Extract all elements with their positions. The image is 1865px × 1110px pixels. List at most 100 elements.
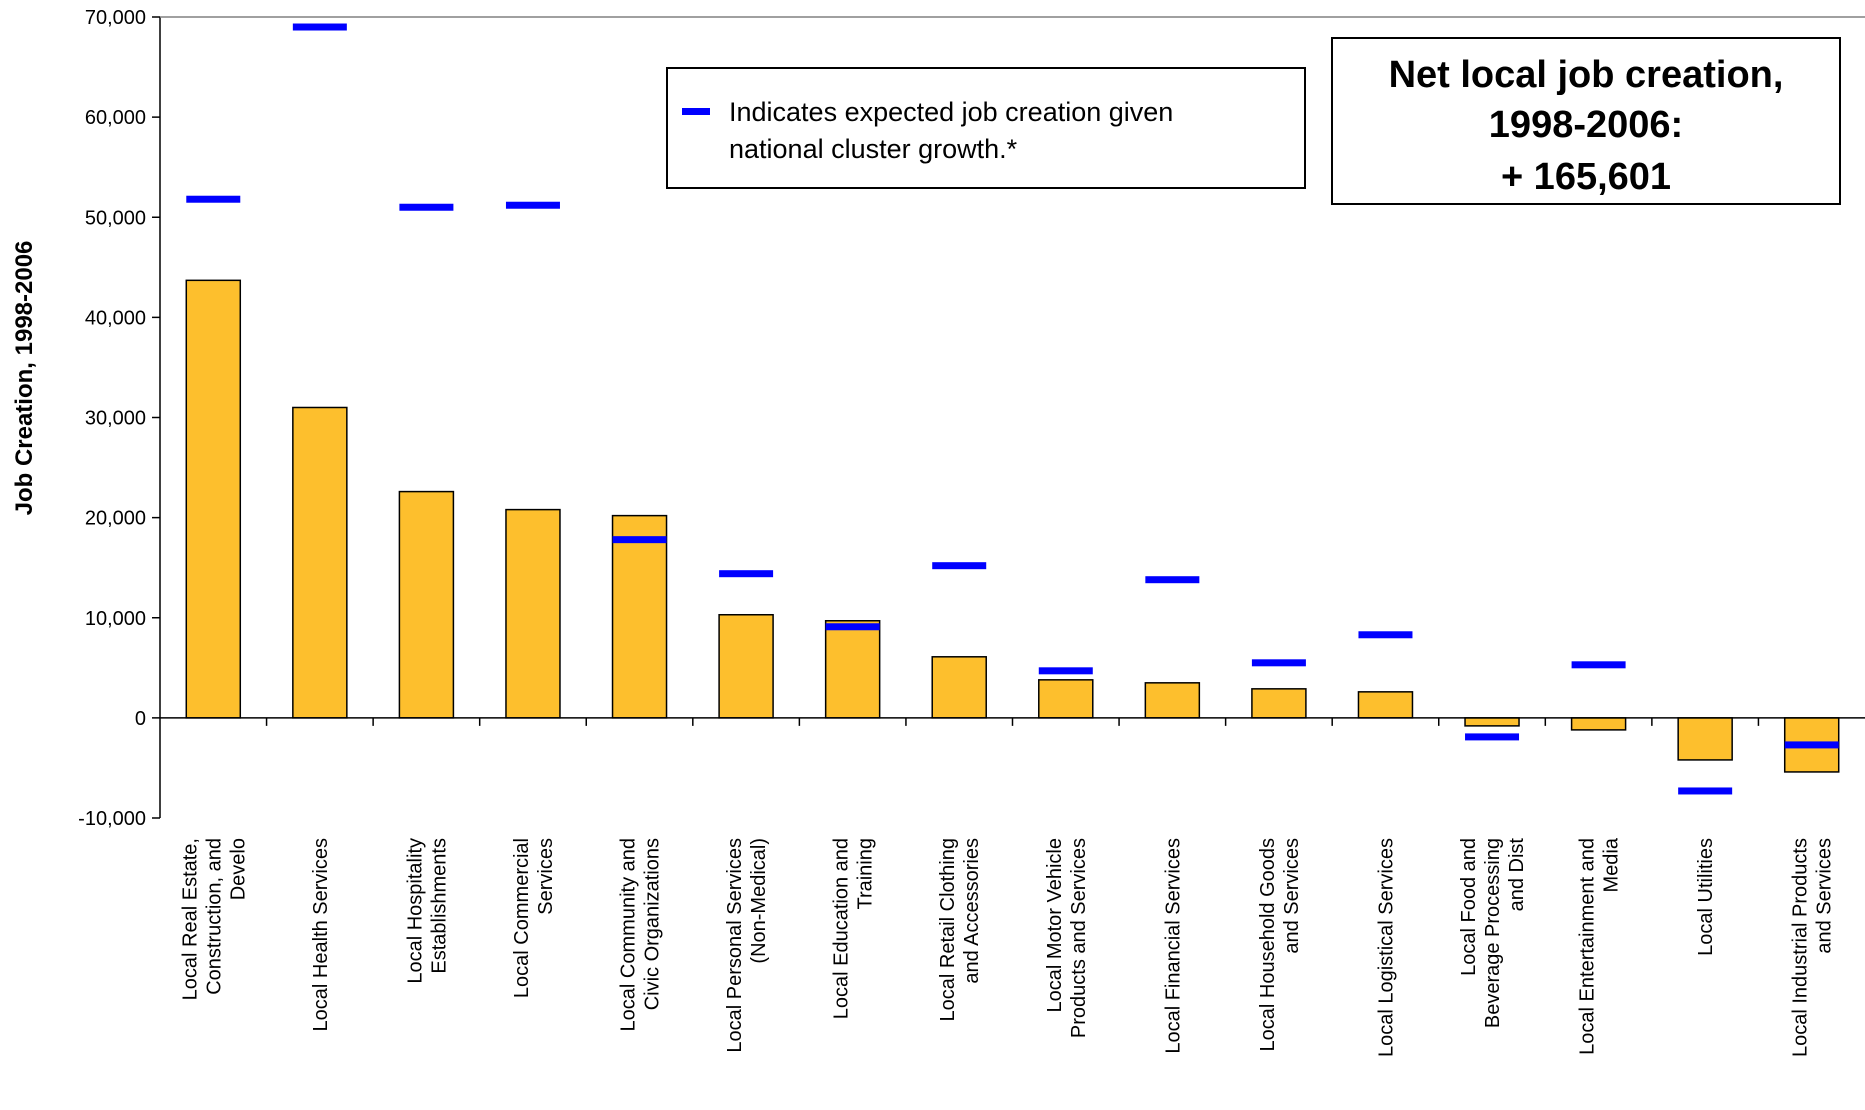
bar [718,613,774,719]
net-creation-border [1331,37,1841,205]
category-label: Local Hospitality Establishments [404,838,450,984]
bar [398,490,455,719]
category-label-line: Construction, and [203,838,225,995]
category-label: Local Entertainment and Media [1577,837,1623,1055]
category-label: Local Commercial Services [511,838,557,998]
expected-marker [1251,659,1306,667]
expected-marker [505,201,560,209]
expected-marker [1678,787,1733,795]
category-label: Local Industrial Products and Services [1790,838,1836,1057]
category-label-line: and Services [1281,838,1303,954]
net-creation-line-2: 1998-2006: [1489,104,1683,146]
category-label-line: Local Logistical Services [1375,838,1397,1057]
expected-marker [1784,741,1839,749]
category-label: Local Education and Training [831,838,877,1019]
category-label: Local Community and Civic Organizations [618,838,664,1031]
legend-line-1: Indicates expected job creation given [729,97,1173,127]
category-label-line: Local Utilities [1695,838,1717,956]
category-label-line: Local Industrial Products [1790,838,1812,1057]
category-label: Local Financial Services [1162,838,1184,1054]
legend-marker [682,108,710,115]
legend-line-2: national cluster growth.* [729,134,1018,164]
legend-box [666,67,1306,189]
category-label-line: Media [1601,837,1623,892]
x-axis [160,717,1865,726]
bar [824,620,881,719]
category-label: Local Food and Beverage Processing and Dis… [1458,838,1528,1029]
bar [1677,717,1733,761]
category-label-line: Products and Services [1068,838,1090,1038]
y-tick-label: 40,000 [85,307,146,329]
bar [1464,717,1520,727]
category-label-line: Civic Organizations [642,838,664,1010]
category-label-line: Local Commercial [511,838,533,998]
category-label-line: Local Food and [1458,838,1480,976]
category-label-line: Services [535,838,557,915]
category-label-line: Local Financial Services [1162,838,1184,1054]
category-label-line: Training [855,838,877,910]
y-tick-label: -10,000 [78,808,146,830]
y-tick-label: 0 [135,708,146,730]
net-creation-line-1: Net local job creation, [1389,54,1784,96]
category-label-line: Local Education and [831,838,853,1019]
y-tick-label: 60,000 [85,107,146,129]
net-creation-box: Net local job creation, 1998-2006: + 165… [1331,37,1841,205]
expected-marker [1358,631,1413,639]
bar [505,508,561,719]
bar [1144,682,1201,719]
y-tick-label: 30,000 [85,408,146,430]
expected-marker [1571,661,1626,669]
category-label-line: Local Household Goods [1257,838,1279,1051]
category-label-line: and Services [1814,838,1836,954]
category-label-line: Local Entertainment and [1577,838,1599,1055]
category-label-line: Local Motor Vehicle [1044,838,1066,1013]
bar [292,406,348,719]
bar [1251,688,1307,719]
y-tick-label: 20,000 [85,508,146,530]
category-label: Local Health Services [310,838,332,1031]
bar [1570,717,1627,731]
category-label: Local Utilities [1695,838,1717,956]
category-label-line: Beverage Processing [1482,838,1504,1028]
category-label-line: Local Health Services [310,838,332,1031]
y-tick-label: 10,000 [85,608,146,630]
category-label-line: Local Community and [618,838,640,1031]
category-label: Local Retail Clothing and Accessories [937,838,983,1021]
category-label-line: Establishments [428,838,450,974]
expected-marker [292,23,347,31]
y-tick-label: 70,000 [85,7,146,29]
expected-marker [612,536,667,544]
expected-marker [186,195,241,203]
category-label: Local Household Goods and Services [1257,838,1303,1051]
y-tick-label: 50,000 [85,207,146,229]
category-label: Local Personal Services (Non-Medical) [724,838,770,1053]
category-label-line: (Non-Medical) [748,838,770,964]
category-label-line: Local Personal Services [724,838,746,1053]
bar [931,656,987,719]
net-creation-line-3: + 165,601 [1501,156,1671,198]
expected-marker [825,623,880,631]
bar [1357,691,1414,719]
category-labels: Local Real Estate, Construction, and Devel… [179,837,1835,1057]
expected-markers [186,23,1839,795]
category-label: Local Real Estate, Construction, and Devel… [179,838,249,1000]
category-label-line: Local Retail Clothing [937,838,959,1021]
category-label-line: and Accessories [961,838,983,984]
bar [611,514,668,719]
expected-marker [1038,667,1093,675]
legend: Indicates expected job creation given na… [666,67,1306,189]
expected-marker [932,562,987,570]
expected-marker [399,203,454,211]
y-axis: -10,000 0 10,000 20,000 30,000 40,000 50,000 60… [78,7,1865,830]
y-axis-label: Job Creation, 1998-2006 [11,241,38,516]
category-label-line: and Dist [1506,838,1528,912]
category-label: Local Logistical Services [1375,838,1397,1057]
bar [1038,679,1094,719]
category-label-line: Local Real Estate, [179,838,201,1000]
category-label-line: Develo [227,838,249,900]
category-label: Local Motor Vehicle Products and Services [1044,838,1090,1038]
expected-marker [1465,733,1520,741]
expected-marker [719,570,774,578]
bars [185,279,1840,773]
